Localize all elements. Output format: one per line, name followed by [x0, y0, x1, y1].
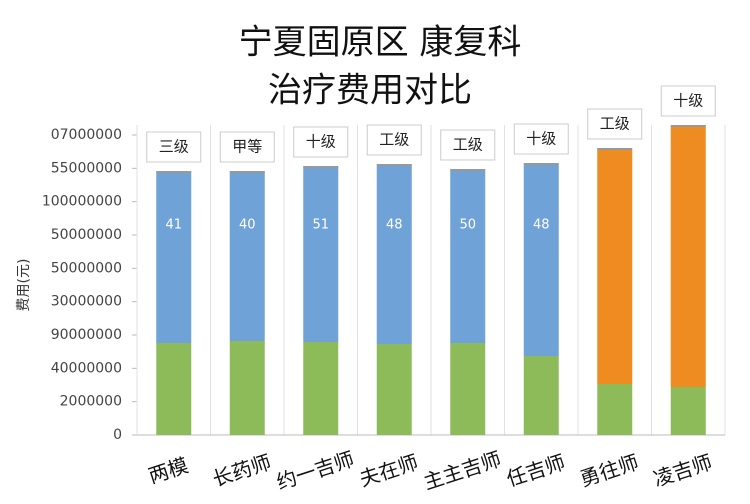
- top-label: 工级: [453, 136, 483, 154]
- y-tick-label: 50000000: [51, 227, 122, 243]
- bar-segment: [156, 172, 192, 343]
- top-label: 十级: [526, 130, 556, 148]
- bar-segment: [670, 387, 706, 435]
- bar-segment: [156, 343, 192, 435]
- y-tick-label: 100000000: [42, 194, 122, 210]
- inner-label: 40: [239, 218, 256, 233]
- top-label: 十级: [673, 92, 703, 110]
- y-tick-label: 0: [113, 427, 122, 443]
- bar-segment: [303, 167, 339, 342]
- y-tick-label: 40000000: [51, 360, 122, 376]
- bar-segment: [523, 164, 559, 356]
- bar-segment: [597, 384, 633, 435]
- chart-title: 治疗费用对比: [268, 71, 472, 111]
- top-label-box: [660, 85, 716, 117]
- bar-segment: [450, 170, 486, 343]
- bar-segment: [523, 356, 559, 435]
- bar-segment: [229, 341, 265, 435]
- bar-segment: [670, 126, 706, 387]
- top-label-box: [587, 108, 643, 140]
- inner-label: 48: [533, 218, 550, 233]
- y-tick-label: 30000000: [51, 294, 122, 310]
- y-tick-label: 55000000: [51, 160, 122, 176]
- bar-segment: [450, 343, 486, 435]
- bar-segment: [376, 165, 412, 344]
- inner-label: 48: [386, 218, 403, 233]
- top-label-box: [293, 126, 349, 158]
- top-label: 甲等: [232, 138, 262, 156]
- top-label-box: [366, 124, 422, 156]
- bar-segment: [303, 342, 339, 435]
- top-label: 工级: [379, 131, 409, 149]
- inner-label: 41: [165, 218, 182, 233]
- y-axis-label: 费用(元): [16, 259, 32, 312]
- chart-title: 宁夏固原区 康复科: [239, 23, 522, 63]
- bar-segment: [376, 344, 412, 435]
- y-tick-label: 90000000: [51, 327, 122, 343]
- top-label-box: [440, 129, 496, 161]
- bar-segment: [229, 172, 265, 341]
- bar-segment: [597, 149, 633, 384]
- top-label-box: [146, 131, 202, 163]
- inner-label: 51: [312, 218, 329, 233]
- inner-label: 50: [459, 218, 476, 233]
- y-tick-label: 50000000: [51, 260, 122, 276]
- y-tick-label: 2000000: [60, 394, 122, 410]
- y-tick-label: 07000000: [51, 127, 122, 143]
- top-label-box: [513, 123, 569, 155]
- top-label-box: [219, 131, 275, 163]
- top-label: 工级: [600, 115, 630, 133]
- top-label: 十级: [306, 133, 336, 151]
- top-label: 三级: [159, 138, 189, 156]
